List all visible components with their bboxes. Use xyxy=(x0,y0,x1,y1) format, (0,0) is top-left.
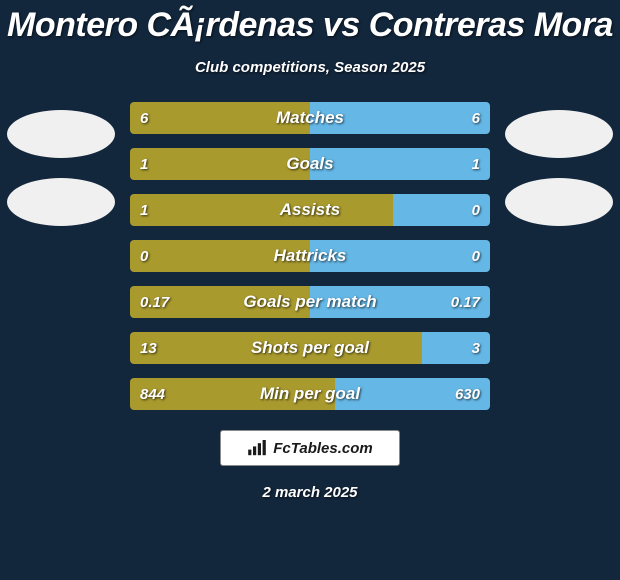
page-title: Montero CÃ¡rdenas vs Contreras Mora xyxy=(7,6,613,45)
stat-bar-left xyxy=(130,194,393,226)
comparison-date: 2 march 2025 xyxy=(262,484,357,501)
stat-bar-right xyxy=(310,148,490,180)
stat-bar-right xyxy=(310,102,490,134)
branding-text: FcTables.com xyxy=(273,440,372,457)
stat-bar-left xyxy=(130,102,310,134)
stat-bar-right xyxy=(393,194,490,226)
stat-bars: Matches66 Goals11 Assists10 Hattricks00 Goal… xyxy=(130,102,490,410)
player-right-avatar-1 xyxy=(505,110,613,158)
player-right-avatars xyxy=(504,110,614,226)
player-left-avatar-2 xyxy=(7,178,115,226)
stat-bar-left xyxy=(130,148,310,180)
stat-row: Goals11 xyxy=(130,148,490,180)
comparison-card: Montero CÃ¡rdenas vs Contreras Mora Club… xyxy=(0,0,620,580)
stat-bar-left xyxy=(130,286,310,318)
stat-row: Matches66 xyxy=(130,102,490,134)
stat-row: Shots per goal133 xyxy=(130,332,490,364)
stat-row: Goals per match0.170.17 xyxy=(130,286,490,318)
stat-row: Min per goal844630 xyxy=(130,378,490,410)
stat-bar-left xyxy=(130,378,335,410)
stat-bar-right xyxy=(335,378,490,410)
player-left-avatars xyxy=(6,110,116,226)
player-left-avatar-1 xyxy=(7,110,115,158)
stat-row: Hattricks00 xyxy=(130,240,490,272)
stat-row: Assists10 xyxy=(130,194,490,226)
player-right-avatar-2 xyxy=(505,178,613,226)
branding-badge[interactable]: FcTables.com xyxy=(220,430,400,466)
stat-bar-right xyxy=(310,286,490,318)
stat-bar-left xyxy=(130,240,310,272)
stat-bar-right xyxy=(310,240,490,272)
stat-bar-left xyxy=(130,332,422,364)
chart-icon xyxy=(247,440,267,456)
page-subtitle: Club competitions, Season 2025 xyxy=(195,59,425,76)
stat-bar-right xyxy=(422,332,490,364)
